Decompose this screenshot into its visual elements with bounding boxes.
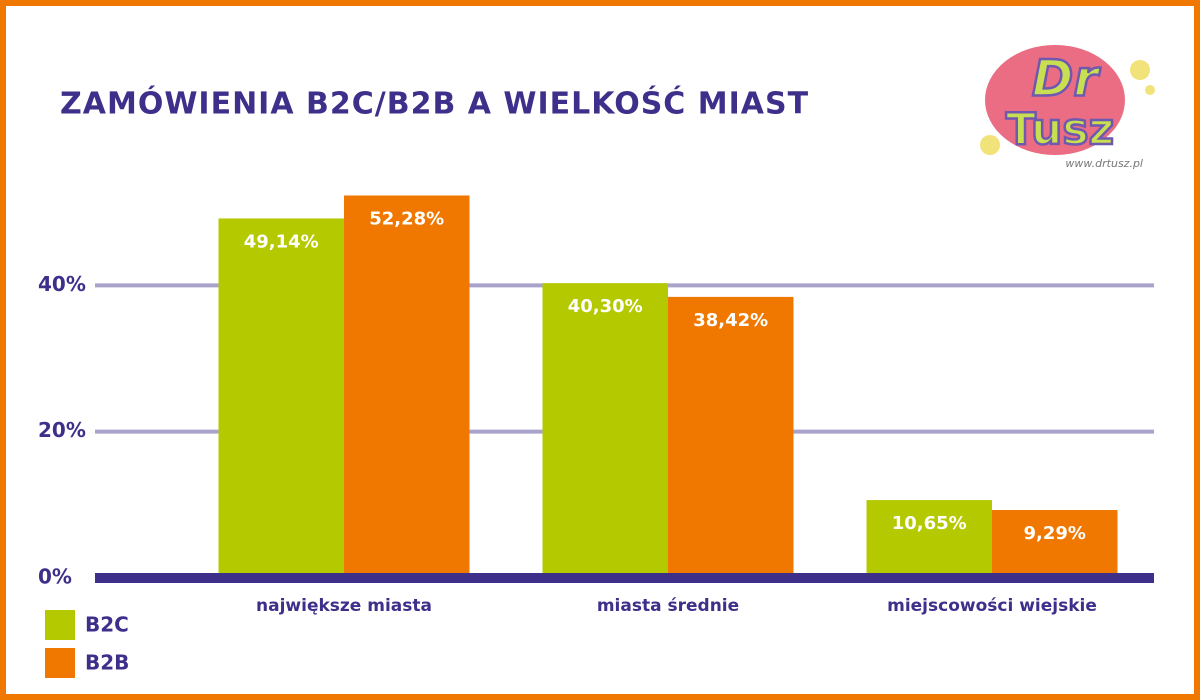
legend-swatch — [45, 610, 75, 640]
x-tick-label: miasta średnie — [597, 596, 739, 616]
bar — [344, 195, 470, 578]
logo-dot — [1130, 60, 1150, 80]
x-tick-label: miejscowości wiejskie — [887, 596, 1097, 616]
x-tick-label: największe miasta — [256, 596, 432, 616]
logo-text: Tusz — [1006, 104, 1114, 155]
bar — [992, 510, 1118, 578]
chart-title: ZAMÓWIENIA B2C/B2B A WIELKOŚĆ MIAST — [60, 85, 809, 122]
legend-label: B2C — [85, 613, 129, 637]
legend-label: B2B — [85, 651, 129, 675]
logo: Dr Tusz www.drtusz.pl — [980, 45, 1155, 170]
value-label: 10,65% — [892, 513, 967, 534]
y-tick-label: 20% — [38, 418, 86, 442]
logo-url: www.drtusz.pl — [1065, 157, 1143, 170]
value-label: 38,42% — [693, 310, 768, 331]
bar — [668, 296, 794, 578]
value-label: 52,28% — [369, 208, 444, 229]
bar — [218, 218, 344, 579]
bar — [866, 500, 992, 578]
logo-blob — [985, 45, 1125, 155]
value-label: 9,29% — [1024, 523, 1086, 544]
logo-text: Dr — [1032, 50, 1102, 108]
value-label: 40,30% — [568, 296, 643, 317]
y-tick-label: 0% — [38, 565, 72, 589]
y-tick-label: 40% — [38, 272, 86, 296]
legend-swatch — [45, 648, 75, 678]
value-label: 49,14% — [244, 231, 319, 252]
bar — [542, 283, 668, 578]
logo-dot — [980, 135, 1000, 155]
logo-dot — [1145, 85, 1155, 95]
